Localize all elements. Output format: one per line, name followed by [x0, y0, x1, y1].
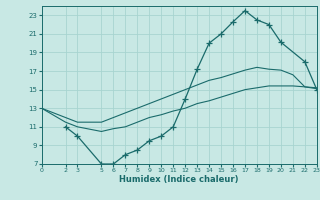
- X-axis label: Humidex (Indice chaleur): Humidex (Indice chaleur): [119, 175, 239, 184]
